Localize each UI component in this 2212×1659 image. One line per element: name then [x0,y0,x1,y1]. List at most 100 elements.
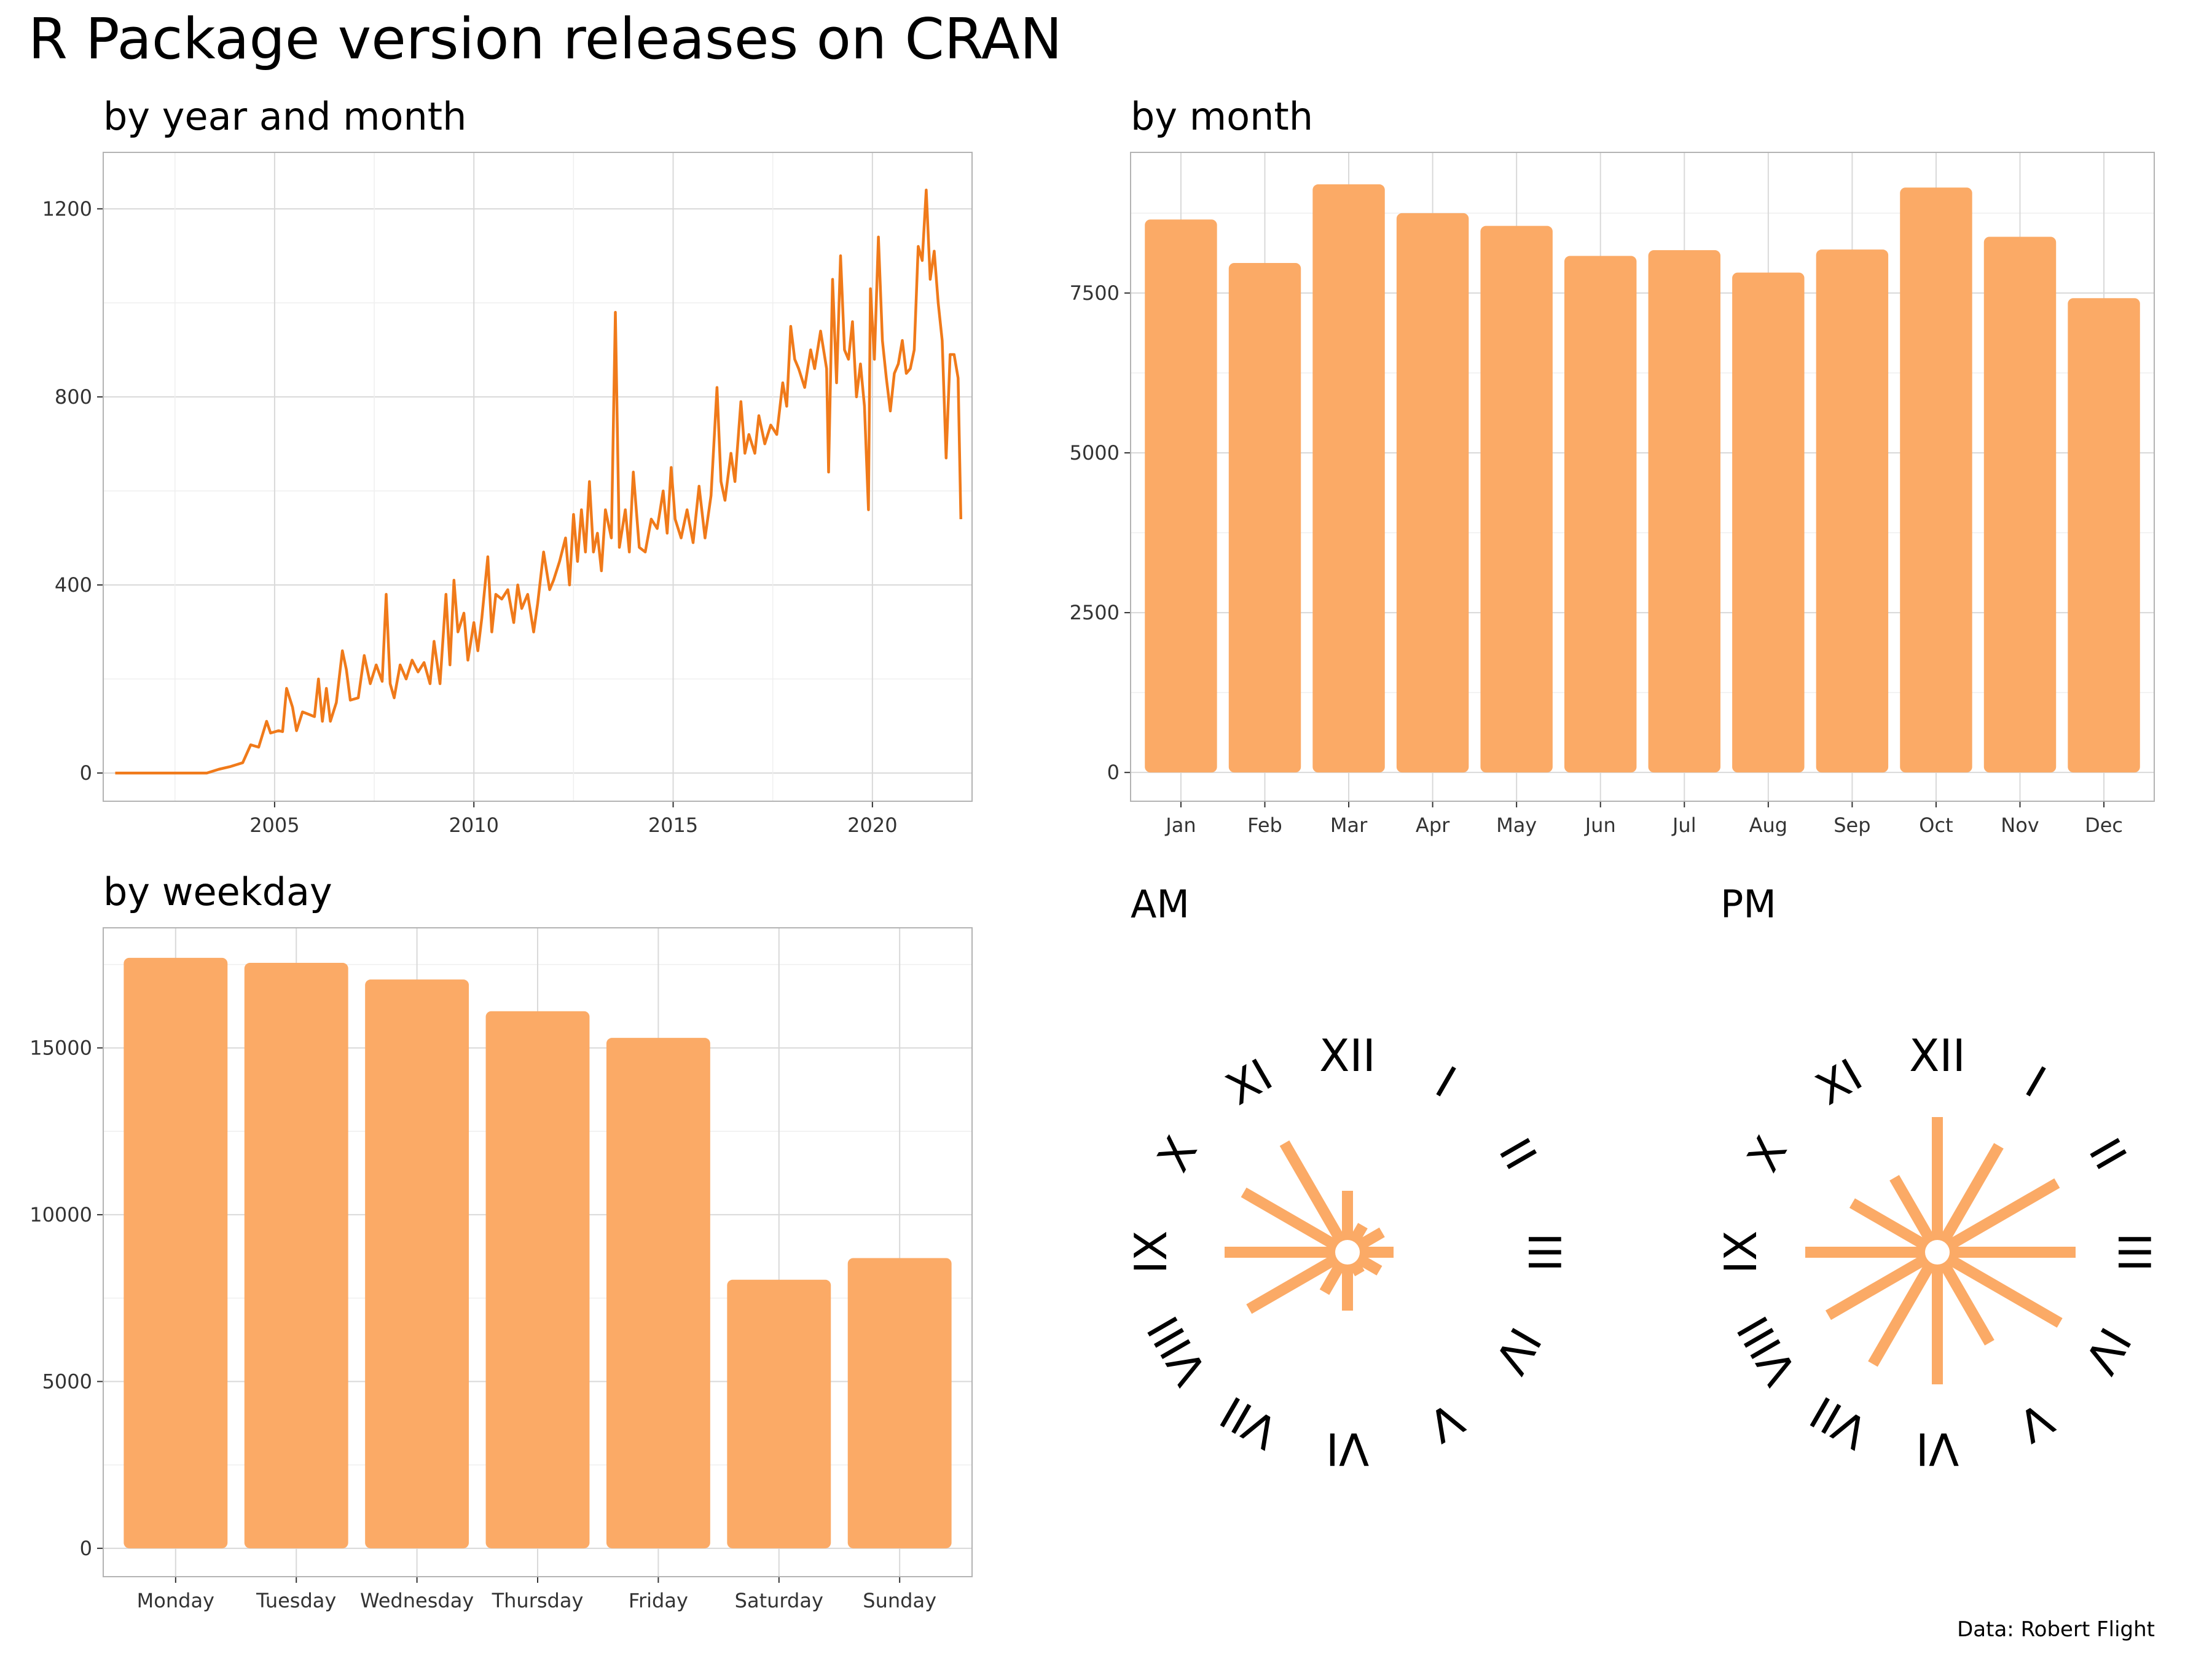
by-month-x-tick-label: Mar [1330,814,1368,837]
pm-clock-hour-bar [1934,1178,2060,1257]
by-weekday-bar [244,963,348,1548]
am-clock-numeral: II [1489,1130,1547,1179]
pm-clock-numeral: VI [1916,1423,1959,1475]
by-month-bar [1312,184,1385,773]
by-weekday-bar [365,979,469,1548]
by-weekday-bar [847,1258,952,1548]
by-month-x-tick-label: Jun [1584,814,1616,837]
pm-clock-numeral: VII [1802,1386,1876,1459]
by-weekday-bar [485,1011,590,1548]
pm-clock-hour-bar [1889,1175,1942,1255]
by-weekday-x-tick-label: Tuesday [256,1589,336,1612]
by-weekday-y-tick-label: 0 [80,1537,92,1560]
by-month-x-tick-label: Aug [1749,814,1787,837]
data-source-caption: Data: Robert Flight [1957,1617,2155,1642]
by-month-y-tick-label: 5000 [1070,441,1120,465]
pm-clock-numeral: V [2010,1392,2062,1452]
by-weekday-y-tick-label: 5000 [42,1370,92,1393]
am-clock-numeral: V [1420,1392,1472,1452]
year-month-x-tick-label: 2010 [449,814,499,837]
pm-clock-hour-bar [1868,1249,1942,1367]
by-month-x-tick-label: Dec [2085,814,2123,837]
pm-clock-numeral: I [2017,1056,2054,1107]
panel-title-pm: PM [1720,882,1776,927]
by-month-bar [1480,226,1553,773]
by-month-bar [1396,213,1469,773]
panel-title-by-month: by month [1131,94,1313,139]
by-month-bar [1648,250,1720,773]
pm-clock-numeral: IV [2074,1319,2141,1382]
by-month-x-tick-label: Jul [1671,814,1696,837]
pm-clock-hour-bar [1849,1198,1940,1257]
pm-clock-numeral: XII [1909,1030,1966,1081]
by-weekday-x-tick-label: Friday [629,1589,688,1612]
am-clock-numeral: XI [1217,1049,1281,1115]
am-clock-hour-bar [1279,1140,1352,1255]
by-month-bar [1145,219,1217,773]
pm-clock-numeral: X [1737,1128,1797,1180]
panel-border [1130,152,2155,802]
panel-border [103,927,973,1577]
pm-clock-numeral: VIII [1727,1308,1806,1394]
panel-title-am: AM [1131,882,1190,927]
year-month-x-tick-label: 2020 [847,814,897,837]
pm-clock-numeral: IX [1715,1231,1767,1274]
releases-line [115,188,963,775]
year-month-x-tick-label: 2015 [648,814,698,837]
year-month-y-tick-label: 1200 [42,197,92,221]
pm-clock-hour-bar [1932,1249,1994,1346]
panel-title-by-weekday: by weekday [103,869,332,914]
pm-clock-hour-bar [1932,1143,2004,1255]
by-month-bar [1564,256,1637,773]
by-month-bar [1228,262,1301,773]
am-clock-numeral: VII [1212,1386,1286,1459]
by-month-x-tick-label: May [1496,814,1537,837]
by-month-bar [1983,237,2057,773]
by-month-bar [1900,187,1972,773]
by-weekday-y-tick-label: 15000 [29,1036,92,1059]
by-month-y-tick-label: 2500 [1070,601,1120,624]
by-month-x-tick-label: Jan [1164,814,1196,837]
by-month-x-tick-label: Nov [2001,814,2039,837]
by-month-x-tick-label: Oct [1919,814,1953,837]
by-month-bar [2068,298,2140,773]
by-month-y-tick-label: 7500 [1070,281,1120,305]
am-clock-center-dot [1335,1240,1360,1265]
am-clock-numeral: III [1518,1233,1570,1272]
am-clock-hour-bar [1241,1187,1351,1257]
am-clock-numeral: X [1147,1128,1207,1180]
year-month-y-tick-label: 0 [80,761,92,785]
year-month-x-tick-label: 2005 [249,814,299,837]
chart-main-title: R Package version releases on CRAN [28,6,1062,72]
pm-clock-hour-bar [1934,1247,2063,1328]
panel-border [103,152,973,802]
am-clock-numeral: VI [1326,1423,1370,1475]
year-month-y-tick-label: 800 [55,385,92,409]
pm-clock-hour-bar [1825,1247,1940,1320]
am-clock-numeral: VIII [1137,1308,1217,1394]
by-month-bar [1816,249,1889,773]
by-weekday-bar [606,1038,710,1548]
by-month-x-tick-label: Apr [1416,814,1450,837]
by-month-x-tick-label: Feb [1247,814,1282,837]
by-weekday-x-tick-label: Saturday [735,1589,823,1612]
by-month-bar [1732,272,1805,773]
panel-title-by-year-month: by year and month [103,94,467,139]
by-month-x-tick-label: Sep [1834,814,1870,837]
am-clock-hour-bar [1246,1247,1351,1314]
pm-clock-numeral: III [2108,1233,2160,1272]
pm-clock-numeral: II [2079,1130,2136,1179]
by-weekday-bar [124,957,228,1548]
am-clock-numeral: I [1427,1056,1464,1107]
am-clock-numeral: IX [1125,1231,1177,1274]
year-month-y-tick-label: 400 [55,573,92,597]
am-clock-numeral: XII [1319,1030,1376,1081]
by-weekday-x-tick-label: Wednesday [360,1589,474,1612]
by-weekday-y-tick-label: 10000 [29,1203,92,1226]
by-weekday-bar [727,1279,831,1548]
by-weekday-x-tick-label: Thursday [492,1589,584,1612]
pm-clock-numeral: XI [1807,1049,1870,1115]
by-month-y-tick-label: 0 [1107,761,1120,784]
by-weekday-x-tick-label: Monday [137,1589,214,1612]
